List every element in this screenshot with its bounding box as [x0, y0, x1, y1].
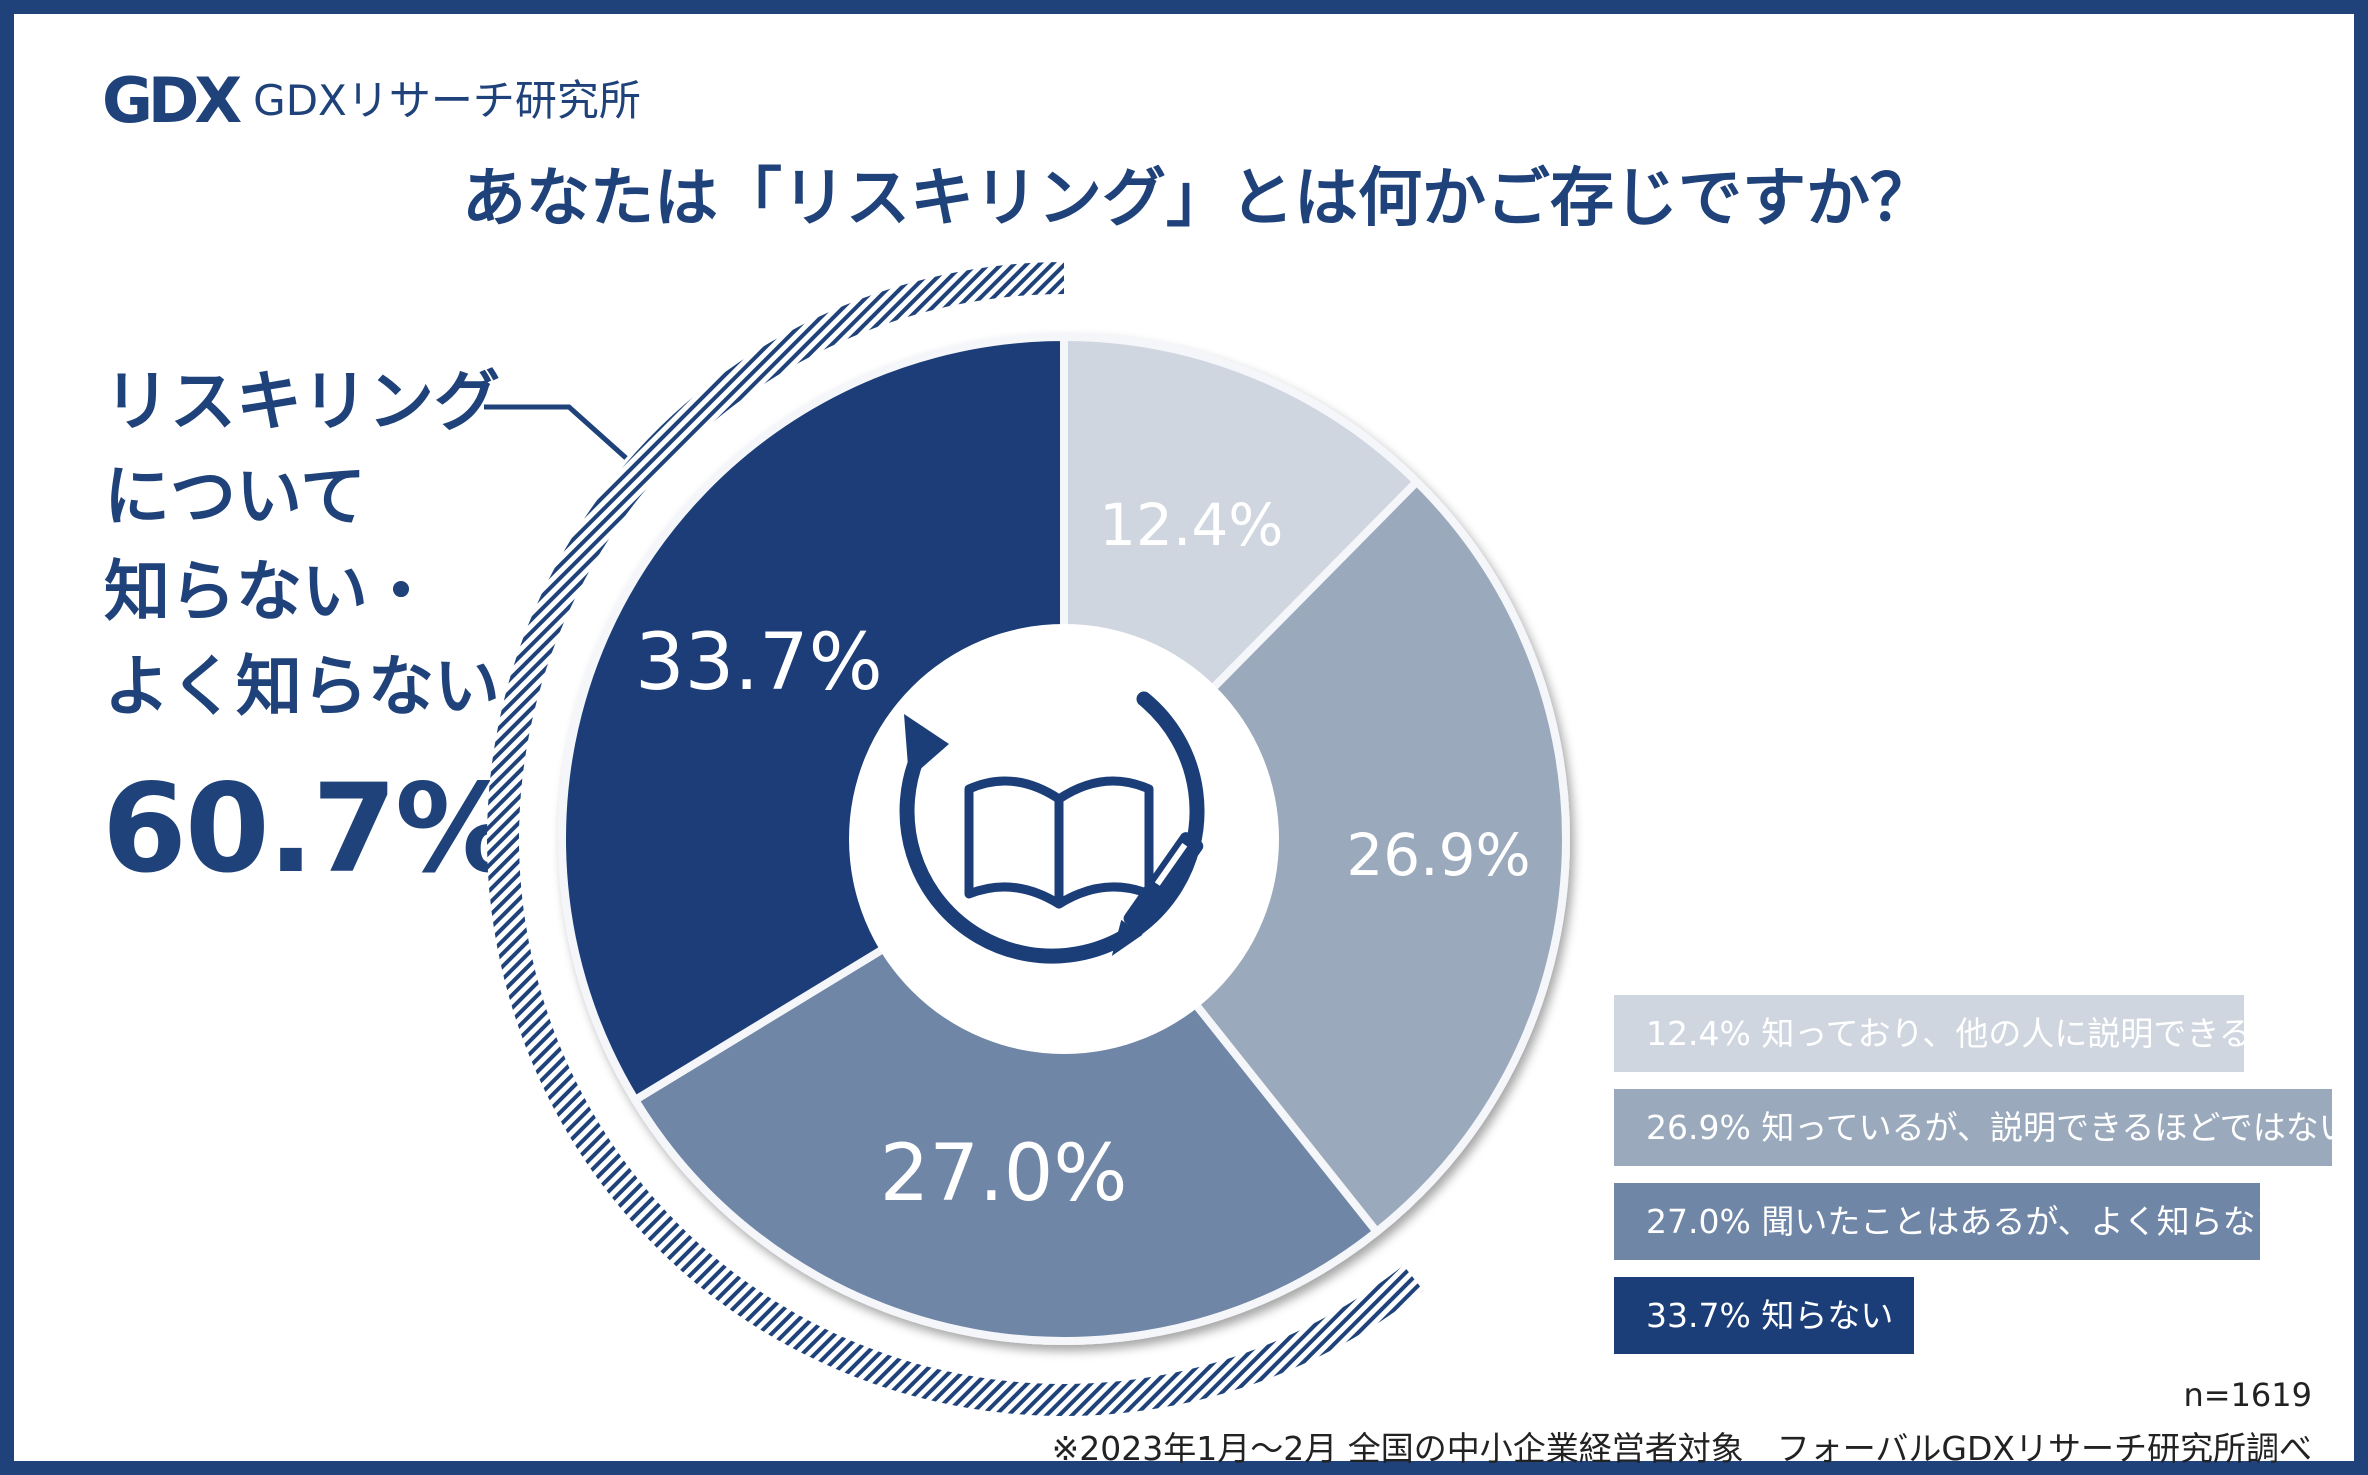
book-pen-cycle-icon: [899, 691, 1205, 964]
legend-item: 27.0% 聞いたことはあるが、よく知らない: [1614, 1183, 2289, 1260]
slice-data-label: 12.4%: [1099, 491, 1283, 559]
brand-name: GDXリサーチ研究所: [253, 76, 641, 125]
gdx-logo-mark: GDX: [102, 64, 242, 137]
callout-label: リスキリング について 知らない・ よく知らない: [104, 354, 544, 734]
callout-line: よく知らない: [104, 648, 500, 725]
legend-item: 33.7% 知らない: [1614, 1277, 1914, 1354]
legend-item: 12.4% 知っており、他の人に説明できる: [1614, 995, 2252, 1072]
slice-data-label: 33.7%: [635, 618, 883, 708]
callout-line: リスキリング: [104, 363, 500, 440]
brand-logo: GDX GDXリサーチ研究所: [102, 66, 641, 136]
sample-size: n=1619: [2183, 1376, 2312, 1414]
slice-data-label: 26.9%: [1346, 821, 1530, 889]
chart-title: あなたは「リスキリング」とは何かご存じですか？: [462, 162, 1934, 236]
slice-data-label: 27.0%: [880, 1129, 1128, 1219]
legend-item: 26.9% 知っているが、説明できるほどではない: [1614, 1089, 2352, 1166]
source-note: ※2023年1月～2月 全国の中小企業経営者対象 フォーバルGDXリサーチ研究所…: [1051, 1429, 2312, 1468]
callout-line: について: [104, 458, 367, 535]
donut-chart: 12.4% 26.9% 27.0% 33.7%: [484, 262, 1570, 1416]
callout-value: 60.7%: [102, 758, 517, 900]
callout-leader-line: [484, 404, 628, 460]
callout-line: 知らない・: [104, 553, 434, 630]
